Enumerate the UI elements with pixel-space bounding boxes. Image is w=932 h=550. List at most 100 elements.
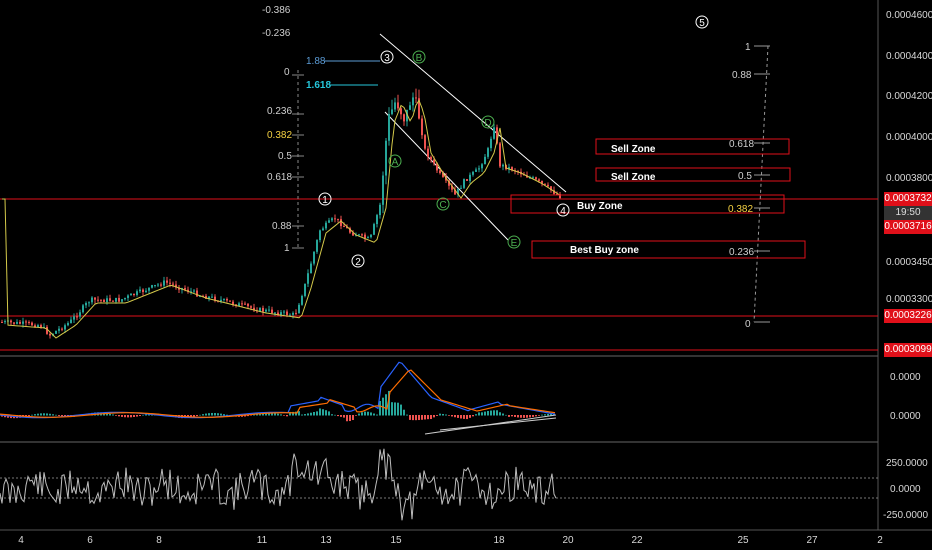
candle-body: [556, 193, 558, 195]
macd-hist-bar: [493, 410, 495, 416]
candle-body: [172, 283, 174, 285]
macd-hist-bar: [40, 413, 42, 416]
candle-body: [316, 240, 318, 252]
macd-hist-bar: [124, 415, 126, 418]
candle-body: [184, 288, 186, 290]
candle-body: [538, 179, 540, 181]
candle-body: [115, 297, 117, 302]
candle-body: [496, 127, 498, 144]
macd-hist-bar: [313, 411, 315, 416]
candle-body: [325, 222, 327, 229]
buy-zone-box[interactable]: [510, 194, 785, 214]
macd-hist-bar: [478, 412, 480, 416]
price-tick-4: 0.0003800: [886, 173, 932, 184]
candle-body: [397, 102, 399, 109]
candle-body: [46, 326, 48, 334]
candles-group: [1, 88, 561, 339]
channel-upper-line[interactable]: [379, 33, 567, 193]
candle-body: [457, 188, 459, 195]
time-label-20: 20: [562, 535, 574, 546]
candle-body: [541, 180, 543, 184]
candle-body: [469, 174, 471, 181]
macd-hist-bar: [529, 415, 531, 418]
macd-hist-bar: [106, 413, 108, 416]
time-label-2: 2: [877, 535, 883, 546]
sell-zone-2-box[interactable]: [595, 167, 791, 182]
candle-body: [553, 190, 555, 194]
candle-body: [190, 291, 192, 293]
osc-tick-1: 0.0000: [890, 484, 921, 495]
macd-hist-bar: [511, 415, 513, 417]
macd-hist-bar: [208, 413, 210, 416]
macd-hist-bar: [133, 415, 135, 418]
candle-body: [307, 273, 309, 284]
macd-hist-bar: [445, 414, 447, 416]
macd-signal-line: [0, 369, 556, 418]
candle-body: [487, 148, 489, 157]
candle-body: [280, 312, 282, 315]
wave-A-marker[interactable]: A: [388, 154, 402, 168]
candle-body: [205, 295, 207, 299]
candle-body: [286, 311, 288, 316]
candle-body: [208, 296, 210, 299]
macd-hist-bar: [508, 415, 510, 417]
macd-hist-bar: [31, 414, 33, 416]
wave-3-circle: [380, 50, 394, 64]
fib-left-level-05: 0.5: [278, 151, 292, 162]
macd-hist-bar: [211, 412, 213, 416]
macd-hist-bar: [421, 415, 423, 420]
macd-hist-bar: [256, 413, 258, 416]
osc-tick-0: 250.0000: [886, 458, 928, 469]
candle-body: [37, 325, 39, 328]
time-label-11: 11: [257, 535, 268, 546]
candle-body: [424, 135, 426, 149]
macd-hist-bar: [292, 411, 294, 416]
wave-1-marker[interactable]: 1: [318, 192, 332, 206]
time-label-15: 15: [390, 535, 402, 546]
macd-hist-bar: [55, 414, 57, 416]
wave-C-marker[interactable]: C: [436, 197, 450, 211]
macd-hist-bar: [514, 415, 516, 417]
wave-5-marker[interactable]: 5: [695, 15, 709, 29]
sell-zone-1-box[interactable]: [595, 138, 790, 155]
wave-3-marker[interactable]: 3: [380, 50, 394, 64]
candle-body: [532, 177, 534, 179]
candle-body: [163, 280, 165, 286]
fib-left-level-n0236: -0.236: [262, 28, 291, 39]
candle-body: [301, 295, 303, 305]
macd-hist-bar: [289, 411, 291, 416]
time-label-25: 25: [737, 535, 749, 546]
wave-D-marker[interactable]: D: [481, 115, 495, 129]
best-buy-zone-box[interactable]: [531, 240, 806, 259]
candle-body: [328, 220, 330, 223]
macd-hist-bar: [205, 413, 207, 416]
macd-hist-bar: [337, 415, 339, 417]
wave-2-marker[interactable]: 2: [351, 254, 365, 268]
candle-body: [313, 251, 315, 264]
macd-hist-bar: [34, 414, 36, 416]
wave-E-marker[interactable]: E: [507, 235, 521, 249]
time-label-4: 4: [18, 535, 24, 546]
candle-body: [187, 289, 189, 292]
price-tick-1: 0.0004400: [886, 51, 932, 62]
macd-hist-bar: [538, 415, 540, 416]
macd-hist-bar: [316, 411, 318, 416]
macd-hist-bar: [43, 413, 45, 416]
macd-hist-bar: [541, 414, 543, 416]
macd-hist-bar: [463, 415, 465, 419]
candle-body: [169, 282, 171, 284]
wave-4-marker[interactable]: 4: [556, 203, 570, 217]
candle-body: [319, 230, 321, 241]
wave-B-marker[interactable]: B: [412, 50, 426, 64]
time-label-6: 6: [87, 535, 93, 546]
candle-body: [1, 322, 3, 323]
fib-right-ticks: [754, 45, 770, 323]
macd-hist-bar: [523, 415, 525, 418]
candle-body: [412, 97, 414, 106]
candle-body: [394, 102, 396, 110]
fib-right-level-0236: 0.236: [729, 247, 754, 258]
candle-body: [178, 287, 180, 290]
candle-body: [292, 312, 294, 315]
osc-tick-2: -250.0000: [883, 510, 928, 521]
